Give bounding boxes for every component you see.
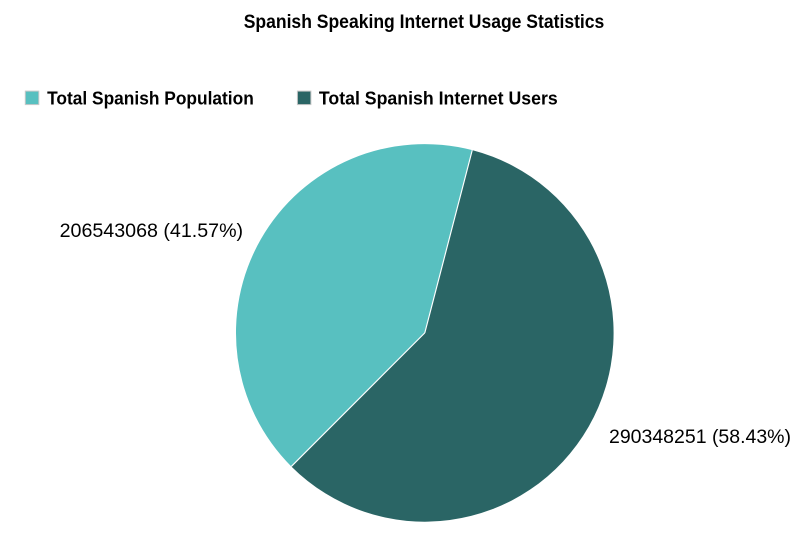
- svg-text:206543068 (41.57%): 206543068 (41.57%): [60, 220, 244, 242]
- svg-text:Total Spanish Internet Users: Total Spanish Internet Users: [319, 88, 558, 109]
- svg-text:290348251 (58.43%): 290348251 (58.43%): [609, 426, 791, 448]
- svg-text:Spanish Speaking Internet Usag: Spanish Speaking Internet Usage Statisti…: [244, 11, 605, 33]
- svg-text:Total Spanish Population: Total Spanish Population: [47, 88, 254, 109]
